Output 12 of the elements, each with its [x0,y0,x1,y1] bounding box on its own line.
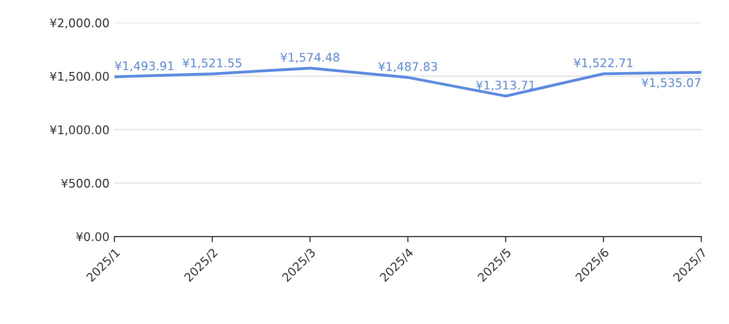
y-tick-label: ¥2,000.00 [50,18,109,29]
data-label: ¥1,535.07 [642,78,700,88]
data-label: ¥1,522.71 [574,58,632,68]
data-label: ¥1,313.71 [476,80,535,91]
data-label: ¥1,521.55 [182,58,242,69]
y-tick-label: ¥0.00 [76,232,109,242]
y-tick-label: ¥1,500.00 [50,72,109,82]
data-label: ¥1,574.48 [280,52,340,63]
data-label: ¥1,493.91 [114,61,174,72]
data-label: ¥1,487.83 [378,62,437,72]
y-tick-label: ¥500.00 [61,178,109,188]
y-tick-label: ¥1,000.00 [50,125,109,136]
